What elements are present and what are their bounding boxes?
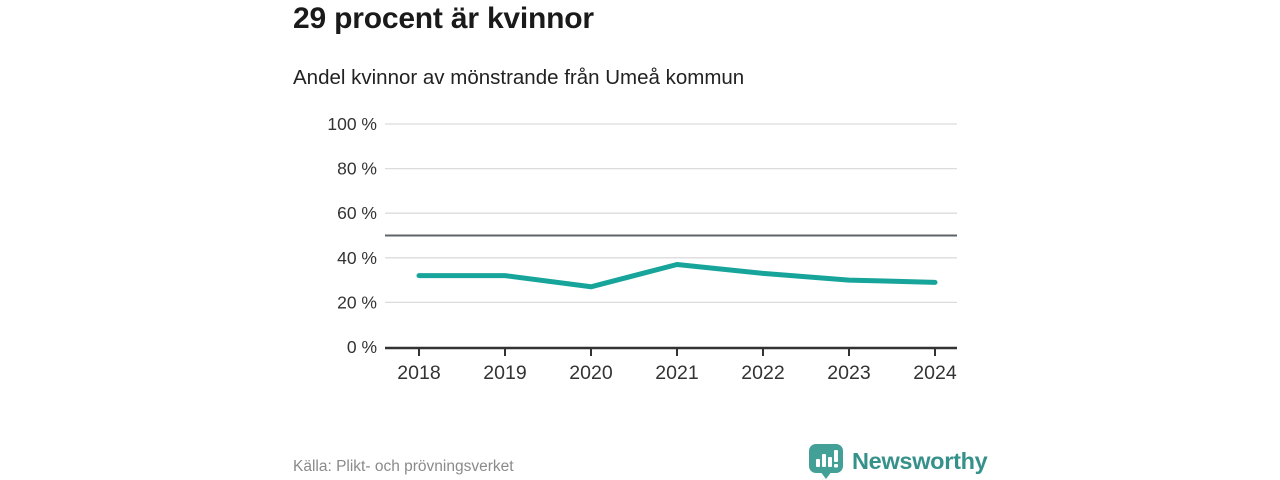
- newsworthy-logo-icon: [809, 444, 843, 479]
- x-axis-label: 2024: [913, 362, 957, 384]
- line-chart: 0 % 20 % 40 % 60 % 80 % 100 % 2018 2019 2020 2021…: [327, 114, 957, 384]
- x-axis-label: 2018: [397, 362, 440, 384]
- x-axis-label: 2020: [569, 362, 613, 384]
- x-axis-label: 2023: [827, 362, 870, 384]
- y-axis-label: 80 %: [337, 159, 377, 179]
- chart-title: 29 procent är kvinnor: [293, 2, 594, 35]
- y-axis-label: 0 %: [347, 337, 377, 357]
- x-axis-label: 2021: [655, 362, 698, 384]
- chart-subtitle: Andel kvinnor av mönstrande från Umeå ko…: [293, 66, 745, 89]
- source-note: Källa: Plikt- och prövningsverket: [293, 458, 514, 475]
- newsworthy-logo-text: Newsworthy: [852, 447, 988, 474]
- y-axis-label: 100 %: [327, 114, 377, 134]
- newsworthy-logo: Newsworthy: [808, 443, 988, 479]
- bar-chart-glyph: [816, 450, 838, 468]
- y-axis-label: 60 %: [337, 203, 377, 223]
- y-axis-label: 20 %: [337, 292, 377, 312]
- x-axis-label: 2022: [741, 362, 784, 384]
- data-line: [416, 261, 938, 290]
- x-axis-label: 2019: [483, 362, 526, 384]
- y-axis-label: 40 %: [337, 248, 377, 268]
